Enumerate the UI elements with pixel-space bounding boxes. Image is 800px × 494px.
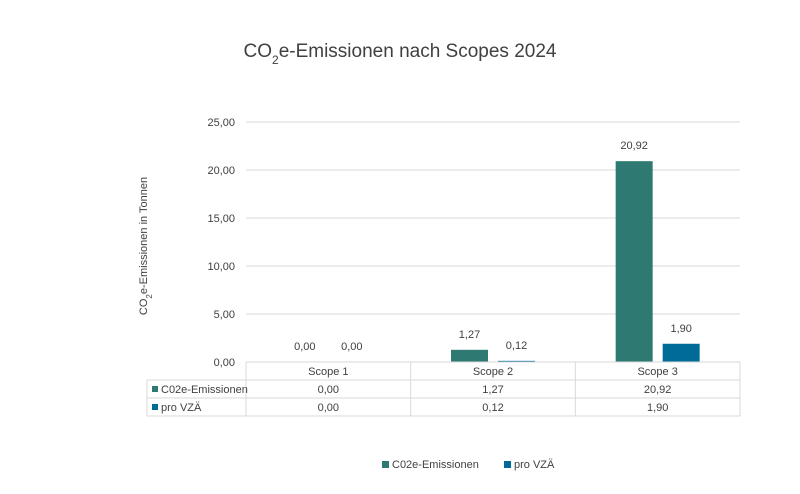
legend-swatch <box>504 461 511 468</box>
data-label: 1,27 <box>459 329 480 341</box>
category-label: Scope 1 <box>308 366 348 378</box>
y-axis-label: CO2e-Emissionen in Tonnen <box>138 177 154 315</box>
data-label: 0,00 <box>341 341 362 353</box>
table-cell: 20,92 <box>644 384 672 396</box>
category-label: Scope 2 <box>473 366 513 378</box>
y-tick-label: 20,00 <box>207 165 235 177</box>
table-cell: 1,90 <box>647 402 668 414</box>
data-label: 1,90 <box>670 323 691 335</box>
bar <box>662 343 700 362</box>
y-tick-label: 15,00 <box>207 213 235 225</box>
legend-label: pro VZÄ <box>514 459 555 471</box>
y-tick-label: 5,00 <box>214 309 235 321</box>
data-label: 0,00 <box>294 341 315 353</box>
category-label: Scope 3 <box>637 366 677 378</box>
chart-title: CO2e-Emissionen nach Scopes 2024 <box>244 41 557 67</box>
bar <box>498 360 535 362</box>
data-label: 20,92 <box>620 140 648 152</box>
bar <box>451 349 488 362</box>
y-tick-label: 10,00 <box>207 261 235 273</box>
table-cell: 0,00 <box>318 402 339 414</box>
table-cell: 1,27 <box>482 384 503 396</box>
table-cell: 0,12 <box>482 402 503 414</box>
table-legend-key <box>152 386 158 392</box>
table-legend-key <box>152 404 158 410</box>
table-cell: 0,00 <box>318 384 339 396</box>
bar <box>615 161 653 362</box>
y-tick-label: 25,00 <box>207 117 235 129</box>
table-series-name: C02e-Emissionen <box>161 384 248 396</box>
data-label: 0,12 <box>506 340 527 352</box>
y-tick-label: 0,00 <box>214 357 235 369</box>
table-series-name: pro VZÄ <box>161 402 202 414</box>
legend-swatch <box>382 461 389 468</box>
legend-label: C02e-Emissionen <box>392 459 479 471</box>
